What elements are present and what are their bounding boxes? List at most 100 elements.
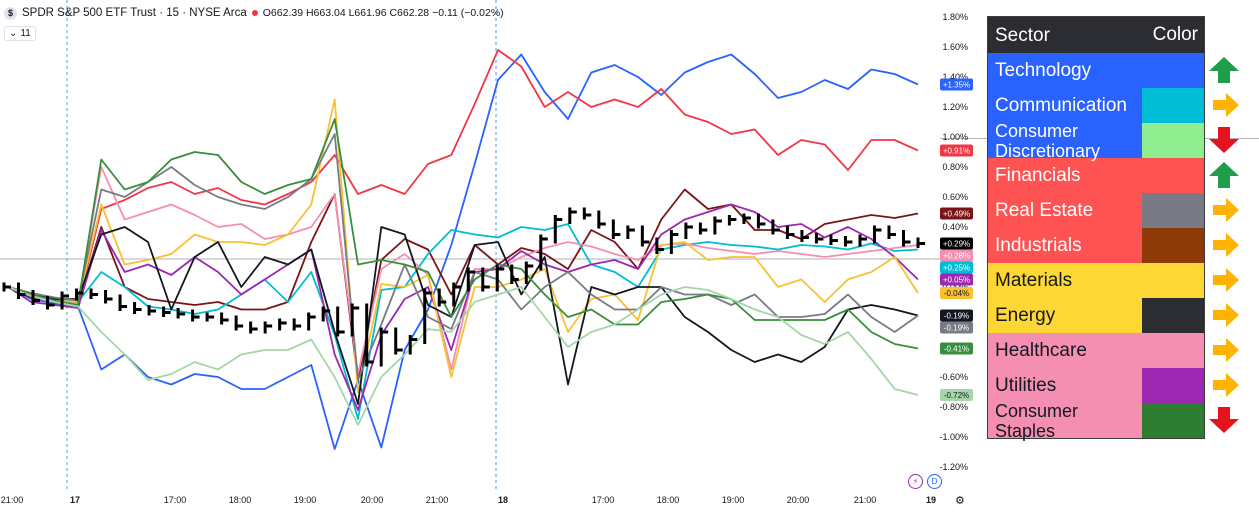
end-labels: +1.35% +0.91% +0.49% +0.29% +0.28% +0.25% +0.0…: [940, 78, 973, 401]
end-label-bg: [940, 78, 973, 91]
trend-up-arrow-icon: [1209, 162, 1239, 188]
indicator-count: 11: [20, 28, 31, 39]
y-tick-label: 1.20%: [942, 102, 968, 112]
y-tick-label: 0.60%: [942, 192, 968, 202]
end-label-bg: [940, 287, 973, 299]
x-tick-label: 20:00: [787, 495, 810, 505]
legend-color-swatch: [1142, 403, 1204, 438]
series-line: [7, 98, 919, 393]
end-label-bg: [940, 207, 973, 220]
y-tick-label: 1.80%: [942, 12, 968, 22]
legend-header-sector: Sector: [995, 24, 1050, 46]
series-line: [7, 53, 919, 450]
end-label: -0.41%: [944, 345, 969, 354]
x-tick-label: 17:00: [164, 495, 187, 505]
legend-row: Real Estate: [988, 193, 1204, 228]
end-label: +0.91%: [943, 147, 970, 156]
legend-sector-name: Technology: [995, 60, 1092, 81]
end-label: -0.19%: [944, 324, 969, 333]
y-tick-label: -0.60%: [939, 372, 968, 382]
trend-right-arrow-icon: [1213, 338, 1239, 362]
end-label: +0.25%: [943, 264, 970, 273]
ohlc-values: O662.39 H663.04 L661.96 C662.28 −0.11 (−…: [262, 7, 504, 19]
legend-sector-name: Consumer Staples: [995, 400, 1079, 441]
end-label-bg: [940, 261, 973, 274]
bottom-icons: ⚡ D: [908, 474, 942, 489]
legend-color-swatch: [1142, 53, 1204, 88]
x-tick-label: 20:00: [361, 495, 384, 505]
end-label-bg: [940, 389, 973, 401]
series-line: [7, 166, 919, 375]
end-label-bg: [940, 249, 973, 262]
legend-row: Utilities: [988, 368, 1204, 403]
y-tick-label: 1.00%: [942, 132, 968, 142]
series-line: [7, 49, 919, 306]
end-label: +0.05%: [943, 276, 970, 285]
end-label: +0.29%: [943, 240, 970, 249]
end-label: +0.28%: [943, 252, 970, 261]
legend-sector-name: Financials: [995, 165, 1081, 186]
x-tick-label: 19:00: [294, 495, 317, 505]
end-label-bg: [940, 144, 973, 157]
x-tick-label: 21:00: [1, 495, 24, 505]
trend-right-arrow-icon: [1213, 373, 1239, 397]
legend-row: Energy: [988, 298, 1204, 333]
legend-color-swatch: [1142, 333, 1204, 368]
symbol-title[interactable]: SPDR S&P 500 ETF Trust · 15 · NYSE Arca: [22, 7, 247, 19]
y-tick-label: -1.20%: [939, 462, 968, 472]
legend-color-swatch: [1142, 88, 1204, 123]
legend-color-swatch: [1142, 123, 1204, 158]
x-tick-label: 18:00: [657, 495, 680, 505]
end-label: -0.04%: [944, 289, 969, 298]
series-line: [7, 188, 919, 381]
legend-color-swatch: [1142, 368, 1204, 403]
y-tick-label: 1.60%: [942, 42, 968, 52]
price-bars: [2, 207, 925, 367]
legend-color-swatch: [1142, 158, 1204, 193]
trend-up-arrow-icon: [1209, 57, 1239, 83]
legend-sector-name: Materials: [995, 270, 1073, 291]
x-tick-label: 19:00: [722, 495, 745, 505]
end-label: +1.35%: [943, 81, 970, 90]
x-tick-label: 19: [926, 495, 936, 505]
legend-sector-name: Real Estate: [995, 200, 1094, 221]
y-tick-label: -0.80%: [939, 402, 968, 412]
legend-sector-name: Communication: [995, 95, 1127, 116]
y-tick-label: 0.80%: [942, 162, 968, 172]
series-line: [7, 203, 919, 411]
legend-header-color: Color: [1152, 24, 1198, 45]
x-tick-label: 21:00: [426, 495, 449, 505]
legend-sector-name: Healthcare: [995, 340, 1087, 361]
symbol-icon[interactable]: $: [4, 6, 17, 20]
legend-row: Industrials: [988, 228, 1204, 263]
end-label-bg: [940, 342, 973, 355]
trend-right-arrow-icon: [1213, 303, 1239, 327]
legend-row: Technology: [988, 53, 1204, 88]
series-line: [7, 223, 919, 420]
legend-row: Healthcare: [988, 333, 1204, 368]
x-tick-label: 18:00: [229, 495, 252, 505]
indicators-toggle[interactable]: ⌄ 11: [4, 26, 36, 41]
legend-row: Communication: [988, 88, 1204, 123]
legend-color-swatch: [1142, 193, 1204, 228]
legend-row: Consumer Staples: [988, 400, 1204, 441]
legend-sector-name: Energy: [995, 305, 1056, 326]
lightning-icon[interactable]: ⚡: [908, 474, 923, 489]
legend-row: Consumer Discretionary: [988, 120, 1204, 161]
trend-right-arrow-icon: [1213, 198, 1239, 222]
market-status-icon: [251, 10, 258, 16]
legend-sector-name: Consumer Discretionary: [995, 120, 1101, 161]
series-line: [7, 226, 919, 405]
end-label-bg: [940, 309, 973, 322]
sector-legend-table: Sector Color Technology Communication Cons…: [987, 16, 1205, 441]
settings-gear-icon[interactable]: ⚙: [955, 495, 965, 507]
legend-sector-name: Industrials: [995, 235, 1082, 256]
trend-right-arrow-icon: [1213, 233, 1239, 257]
end-label-bg: [940, 321, 973, 334]
y-tick-label: 0.40%: [942, 222, 968, 232]
dividend-icon[interactable]: D: [927, 474, 942, 489]
legend-color-swatch: [1142, 298, 1204, 333]
x-tick-label: 21:00: [854, 495, 877, 505]
x-axis: 21:00 17 17:00 18:00 19:00 20:00 21:00 18 17:00 1…: [1, 495, 936, 505]
